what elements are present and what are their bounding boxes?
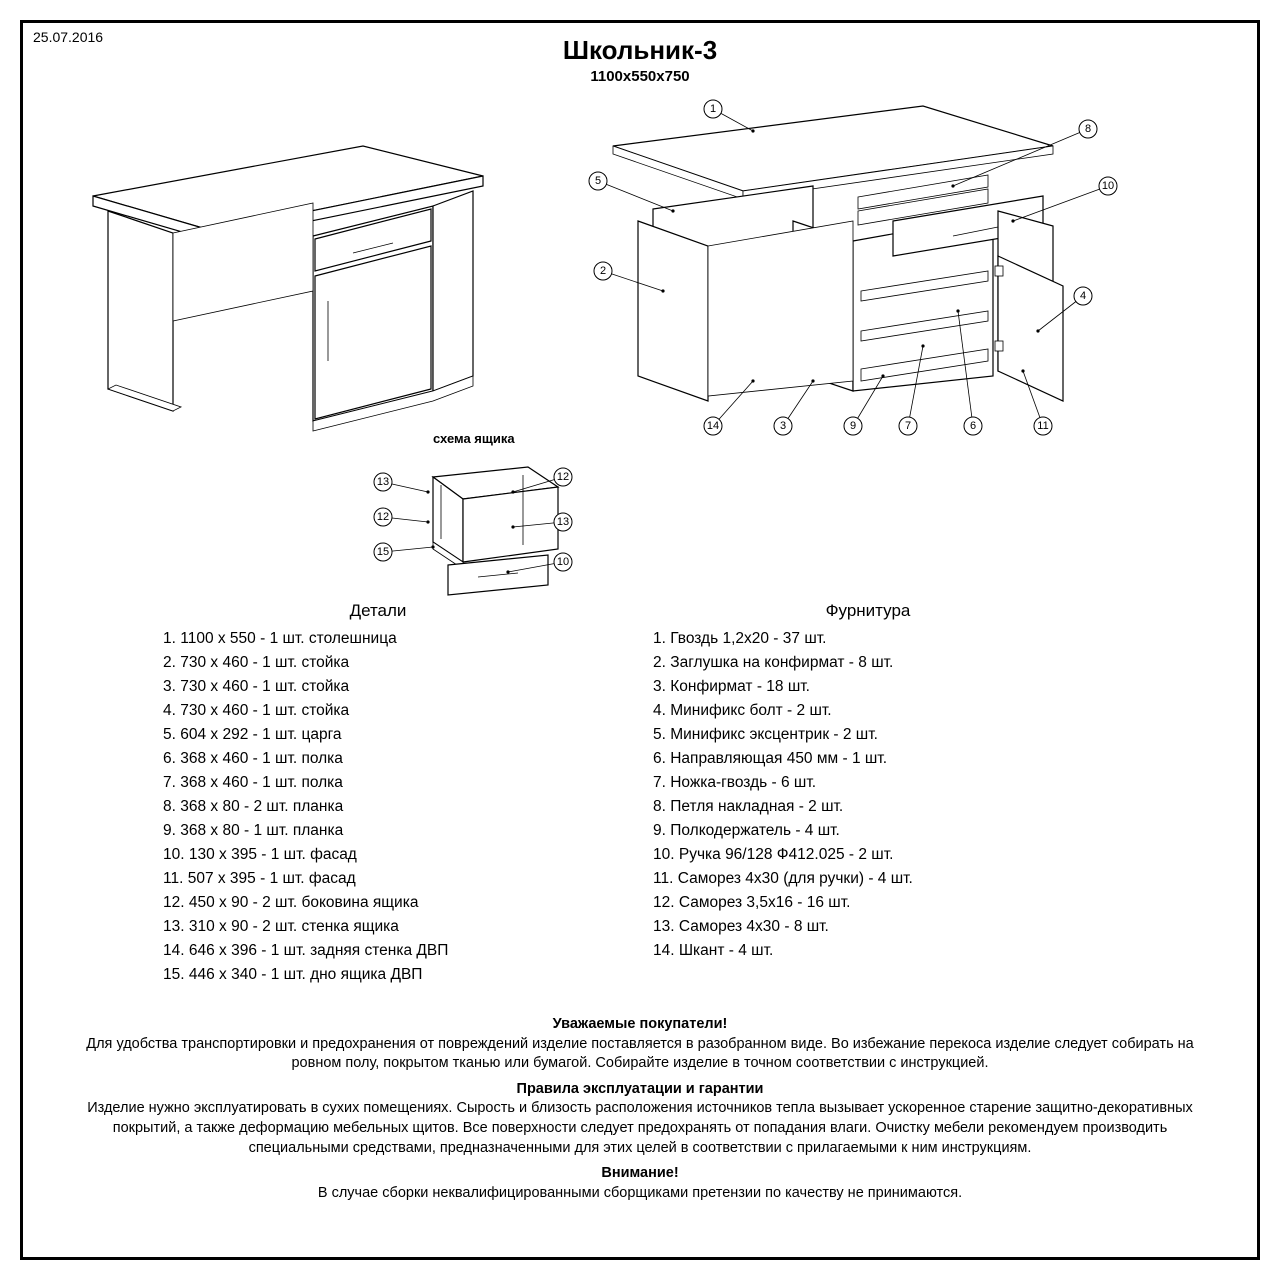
list-item: 4. Минификс болт - 2 шт. xyxy=(653,699,1083,723)
svg-text:12: 12 xyxy=(557,471,569,483)
list-item: 10. 130 x 395 - 1 шт. фасад xyxy=(163,843,593,867)
svg-text:15: 15 xyxy=(377,546,389,558)
list-item: 9. 368 x 80 - 1 шт. планка xyxy=(163,819,593,843)
notice-block: Уважаемые покупатели! Для удобства транс… xyxy=(53,1015,1227,1203)
list-item: 13. 310 x 90 - 2 шт. стенка ящика xyxy=(163,915,593,939)
list-item: 14. Шкант - 4 шт. xyxy=(653,939,1083,963)
list-item: 3. Конфирмат - 18 шт. xyxy=(653,675,1083,699)
list-item: 5. Минификс эксцентрик - 2 шт. xyxy=(653,723,1083,747)
instruction-sheet: 25.07.2016 Школьник-3 1100x550x750 xyxy=(20,20,1260,1260)
assembled-desk xyxy=(93,146,483,431)
svg-text:10: 10 xyxy=(1102,180,1114,192)
list-item: 3. 730 x 460 - 1 шт. стойка xyxy=(163,675,593,699)
list-item: 13. Саморез 4x30 - 8 шт. xyxy=(653,915,1083,939)
parts-lists: Детали 1. 1100 x 550 - 1 шт. столешница2… xyxy=(53,601,1227,987)
list-item: 15. 446 x 340 - 1 шт. дно ящика ДВП xyxy=(163,963,593,987)
svg-text:1: 1 xyxy=(710,103,716,115)
parts-list: 1. 1100 x 550 - 1 шт. столешница2. 730 x… xyxy=(163,627,593,987)
list-item: 8. Петля накладная - 2 шт. xyxy=(653,795,1083,819)
svg-text:8: 8 xyxy=(1085,123,1091,135)
list-item: 2. Заглушка на конфирмат - 8 шт. xyxy=(653,651,1083,675)
list-item: 12. Саморез 3,5x16 - 16 шт. xyxy=(653,891,1083,915)
drawer-diagram-area: схема ящика 13 12 15 12 13 10 xyxy=(53,431,1227,601)
svg-text:4: 4 xyxy=(1080,290,1086,302)
list-item: 7. 368 x 460 - 1 шт. полка xyxy=(163,771,593,795)
list-item: 12. 450 x 90 - 2 шт. боковина ящика xyxy=(163,891,593,915)
svg-text:10: 10 xyxy=(557,556,569,568)
list-item: 2. 730 x 460 - 1 шт. стойка xyxy=(163,651,593,675)
list-item: 8. 368 x 80 - 2 шт. планка xyxy=(163,795,593,819)
list-item: 14. 646 x 396 - 1 шт. задняя стенка ДВП xyxy=(163,939,593,963)
notice-p2: Изделие нужно эксплуатировать в сухих по… xyxy=(73,1099,1207,1158)
notice-h2: Правила эксплуатации и гарантии xyxy=(73,1080,1207,1100)
notice-h1: Уважаемые покупатели! xyxy=(73,1015,1207,1035)
list-item: 5. 604 x 292 - 1 шт. царга xyxy=(163,723,593,747)
svg-text:5: 5 xyxy=(595,175,601,187)
hardware-column: Фурнитура 1. Гвоздь 1,2x20 - 37 шт.2. За… xyxy=(653,601,1083,987)
list-item: 1. 1100 x 550 - 1 шт. столешница xyxy=(163,627,593,651)
notice-h3: Внимание! xyxy=(73,1164,1207,1184)
list-item: 7. Ножка-гвоздь - 6 шт. xyxy=(653,771,1083,795)
svg-text:2: 2 xyxy=(600,265,606,277)
list-item: 9. Полкодержатель - 4 шт. xyxy=(653,819,1083,843)
drawer-label: схема ящика xyxy=(433,431,515,446)
list-item: 10. Ручка 96/128 Ф412.025 - 2 шт. xyxy=(653,843,1083,867)
notice-p3: В случае сборки неквалифицированными сбо… xyxy=(73,1184,1207,1204)
notice-p1: Для удобства транспортировки и предохран… xyxy=(73,1035,1207,1074)
product-title: Школьник-3 xyxy=(53,35,1227,66)
product-dimensions: 1100x550x750 xyxy=(53,68,1227,85)
list-item: 4. 730 x 460 - 1 шт. стойка xyxy=(163,699,593,723)
list-item: 11. 507 x 395 - 1 шт. фасад xyxy=(163,867,593,891)
parts-column: Детали 1. 1100 x 550 - 1 шт. столешница2… xyxy=(163,601,593,987)
hardware-list: 1. Гвоздь 1,2x20 - 37 шт.2. Заглушка на … xyxy=(653,627,1083,963)
diagram-area: 185102414397611 xyxy=(53,91,1227,441)
svg-text:13: 13 xyxy=(557,516,569,528)
list-item: 11. Саморез 4x30 (для ручки) - 4 шт. xyxy=(653,867,1083,891)
list-item: 1. Гвоздь 1,2x20 - 37 шт. xyxy=(653,627,1083,651)
date: 25.07.2016 xyxy=(33,29,103,45)
assembly-diagram: 185102414397611 xyxy=(53,91,1213,441)
drawer-diagram: 13 12 15 12 13 10 xyxy=(353,447,913,617)
svg-text:12: 12 xyxy=(377,511,389,523)
list-item: 6. 368 x 460 - 1 шт. полка xyxy=(163,747,593,771)
list-item: 6. Направляющая 450 мм - 1 шт. xyxy=(653,747,1083,771)
exploded-view xyxy=(613,106,1063,401)
svg-text:13: 13 xyxy=(377,476,389,488)
